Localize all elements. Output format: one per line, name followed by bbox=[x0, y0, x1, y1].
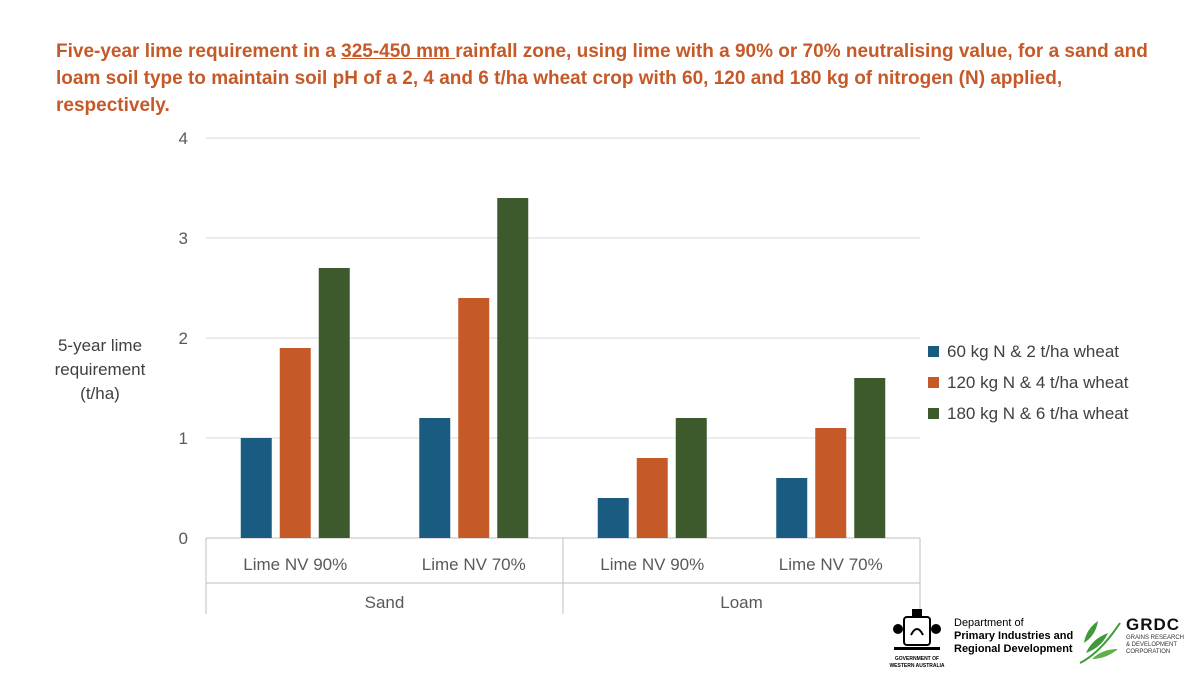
x-tick-label: Lime NV 70% bbox=[422, 555, 526, 574]
bar bbox=[458, 298, 490, 538]
legend-swatch bbox=[928, 377, 939, 388]
y-axis-label: 5-year lime requirement (t/ha) bbox=[40, 334, 160, 406]
bar bbox=[318, 268, 350, 538]
x-tick-label: Lime NV 70% bbox=[779, 555, 883, 574]
x-tick-label: Lime NV 90% bbox=[243, 555, 347, 574]
chart-title: Five-year lime requirement in a 325-450 … bbox=[56, 38, 1166, 119]
bar bbox=[419, 418, 451, 538]
y-tick-label: 2 bbox=[179, 329, 188, 348]
legend-label: 120 kg N & 4 t/ha wheat bbox=[947, 372, 1129, 392]
y-tick-label: 3 bbox=[179, 229, 188, 248]
wheat-leaf-icon bbox=[1079, 621, 1121, 664]
title-underlined: 325-450 mm bbox=[341, 41, 456, 62]
dept-line3: Regional Development bbox=[954, 643, 1073, 655]
bar bbox=[815, 428, 847, 538]
legend-label: 180 kg N & 6 t/ha wheat bbox=[947, 403, 1129, 423]
y-axis-label-line2: requirement bbox=[54, 360, 146, 379]
bar bbox=[597, 498, 629, 538]
chart-legend: 60 kg N & 2 t/ha wheat 120 kg N & 4 t/ha… bbox=[928, 336, 1128, 429]
gov-text-line1: GOVERNMENT OF bbox=[895, 656, 939, 662]
legend-item: 60 kg N & 2 t/ha wheat bbox=[928, 336, 1128, 367]
group-label: Loam bbox=[720, 593, 763, 612]
legend-swatch bbox=[928, 346, 939, 357]
y-tick-label: 4 bbox=[179, 129, 188, 148]
bar bbox=[776, 478, 808, 538]
grdc-logo: GRDC GRAINS RESEARCH & DEVELOPMENT CORPO… bbox=[1076, 613, 1184, 669]
grdc-sub-line3: CORPORATION bbox=[1126, 649, 1171, 655]
bar bbox=[675, 418, 707, 538]
y-tick-label: 1 bbox=[179, 429, 188, 448]
bar bbox=[240, 438, 272, 538]
footer-logos: GOVERNMENT OF WESTERN AUSTRALIA Departme… bbox=[884, 605, 1184, 671]
bar bbox=[279, 348, 311, 538]
grdc-name: GRDC bbox=[1126, 615, 1181, 634]
gov-text-line2: WESTERN AUSTRALIA bbox=[889, 663, 944, 669]
dept-name: Department of Primary Industries and Reg… bbox=[954, 617, 1073, 656]
grdc-sub-line1: GRAINS RESEARCH bbox=[1126, 635, 1185, 641]
dept-line2: Primary Industries and bbox=[954, 630, 1074, 642]
dept-line1: Department of bbox=[954, 617, 1024, 629]
grdc-subtitle: GRAINS RESEARCH & DEVELOPMENT CORPORATIO… bbox=[1126, 635, 1184, 656]
legend-swatch bbox=[928, 408, 939, 419]
bar bbox=[636, 458, 668, 538]
y-axis-label-line3: (t/ha) bbox=[80, 384, 120, 403]
title-part2: rainfall zone, using lime with a 90% or … bbox=[56, 41, 1148, 116]
bar bbox=[497, 198, 529, 538]
y-tick-label: 0 bbox=[179, 529, 188, 548]
wa-crest-icon: GOVERNMENT OF WESTERN AUSTRALIA bbox=[889, 609, 945, 669]
grdc-sub-line2: & DEVELOPMENT bbox=[1126, 642, 1178, 648]
legend-item: 120 kg N & 4 t/ha wheat bbox=[928, 367, 1128, 398]
bar bbox=[854, 378, 886, 538]
group-label: Sand bbox=[365, 593, 405, 612]
y-axis-label-line1: 5-year lime bbox=[57, 336, 143, 355]
legend-label: 60 kg N & 2 t/ha wheat bbox=[947, 341, 1119, 361]
legend-item: 180 kg N & 6 t/ha wheat bbox=[928, 398, 1128, 429]
x-tick-label: Lime NV 90% bbox=[600, 555, 704, 574]
title-part1: Five-year lime requirement in a bbox=[56, 41, 342, 62]
